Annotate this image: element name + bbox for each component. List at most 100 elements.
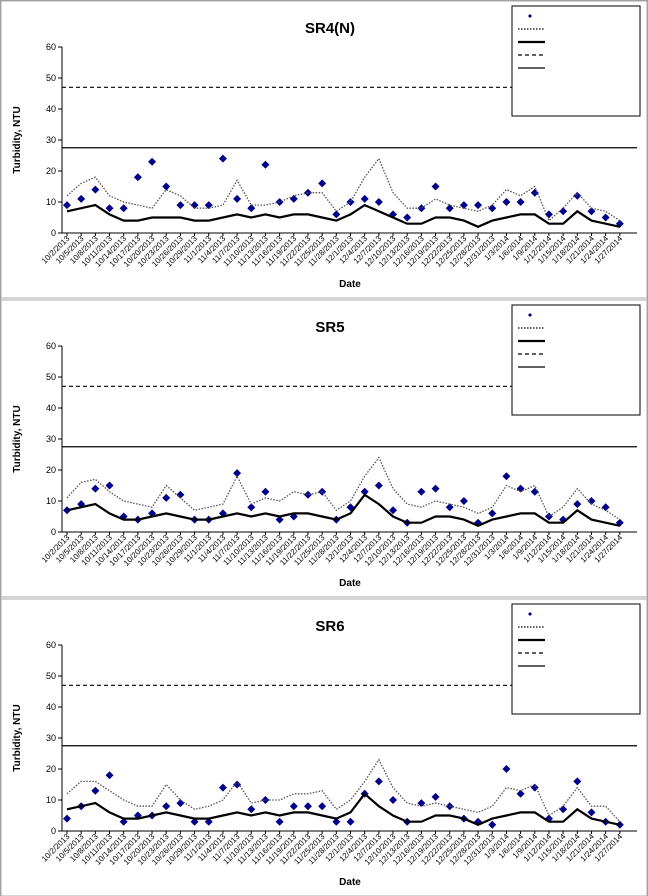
data-point: [190, 201, 199, 210]
data-point: [77, 194, 86, 203]
y-tick-label: 0: [51, 826, 56, 836]
data-point: [544, 512, 553, 521]
data-point: [289, 802, 298, 811]
data-point: [488, 204, 497, 213]
data-point: [374, 481, 383, 490]
data-point: [162, 802, 171, 811]
x-axis-label: Date: [339, 578, 361, 589]
y-tick-label: 20: [46, 166, 56, 176]
data-point: [474, 201, 483, 210]
data-point: [233, 469, 242, 478]
data-point: [261, 796, 270, 804]
data-point: [105, 481, 114, 490]
data-point: [601, 213, 610, 222]
chart-title: SR4(N): [305, 20, 355, 37]
data-point: [218, 509, 227, 518]
series-line: [66, 493, 621, 528]
x-axis-label: Date: [339, 279, 361, 290]
y-axis-label: Turbidity, NTU: [12, 405, 23, 472]
chart-panel: SR4(N)Turbidity, NTUDate010203040506010/…: [0, 0, 648, 299]
data-point: [615, 518, 624, 527]
data-point: [374, 198, 383, 206]
data-point: [318, 802, 327, 811]
series-line: [66, 203, 621, 229]
data-point: [63, 201, 71, 210]
chart-title: SR5: [315, 319, 344, 336]
data-point: [346, 817, 355, 826]
y-tick-label: 10: [46, 795, 56, 805]
data-point: [247, 204, 256, 213]
data-point: [389, 506, 398, 515]
y-tick-label: 50: [46, 372, 56, 382]
legend-swatch: [528, 313, 532, 317]
data-point: [275, 817, 284, 826]
legend-swatch: [528, 14, 532, 18]
data-point: [573, 777, 582, 786]
data-point: [332, 210, 341, 219]
data-point: [389, 796, 398, 804]
data-point: [133, 173, 142, 182]
legend-swatch: [528, 612, 532, 616]
data-point: [247, 805, 256, 814]
data-point: [431, 182, 440, 191]
y-tick-label: 60: [46, 640, 56, 650]
data-point: [162, 182, 171, 191]
data-point: [218, 783, 227, 792]
data-point: [374, 777, 383, 786]
data-point: [502, 765, 511, 773]
y-tick-label: 50: [46, 73, 56, 83]
series-line: [66, 792, 621, 827]
data-point: [587, 808, 596, 817]
data-point: [346, 198, 355, 206]
data-point: [176, 201, 185, 210]
x-axis-label: Date: [339, 877, 361, 888]
y-tick-label: 40: [46, 403, 56, 413]
y-tick-label: 30: [46, 434, 56, 444]
y-tick-label: 40: [46, 104, 56, 114]
data-point: [417, 487, 426, 496]
data-point: [119, 204, 128, 213]
data-point: [105, 204, 114, 213]
data-point: [176, 490, 185, 499]
data-point: [218, 154, 227, 163]
y-tick-label: 0: [51, 527, 56, 537]
y-tick-label: 20: [46, 764, 56, 774]
legend: [511, 304, 641, 416]
data-point: [502, 472, 511, 481]
data-point: [303, 490, 312, 499]
data-point: [289, 194, 298, 203]
data-point: [573, 500, 582, 509]
data-point: [516, 789, 525, 798]
data-point: [91, 786, 100, 795]
data-point: [587, 207, 596, 216]
data-point: [403, 213, 412, 222]
data-point: [530, 188, 539, 197]
y-tick-label: 30: [46, 733, 56, 743]
legend-box: [511, 5, 641, 117]
data-point: [474, 518, 483, 527]
data-point: [417, 204, 426, 213]
data-point: [573, 191, 582, 200]
data-point: [516, 198, 525, 206]
data-point: [346, 503, 355, 512]
data-point: [303, 802, 312, 811]
y-tick-label: 40: [46, 702, 56, 712]
data-point: [261, 487, 270, 496]
y-tick-label: 60: [46, 341, 56, 351]
data-point: [91, 484, 100, 493]
series-line: [66, 758, 621, 823]
data-point: [601, 503, 610, 512]
data-point: [360, 194, 369, 203]
data-point: [233, 780, 242, 789]
y-tick-label: 0: [51, 228, 56, 238]
data-point: [162, 493, 171, 502]
data-point: [431, 484, 440, 493]
y-tick-label: 30: [46, 135, 56, 145]
data-point: [431, 792, 440, 801]
y-tick-label: 50: [46, 671, 56, 681]
legend-box: [511, 304, 641, 416]
y-tick-label: 20: [46, 465, 56, 475]
data-point: [332, 817, 341, 826]
legend: [511, 603, 641, 715]
y-tick-label: 60: [46, 42, 56, 52]
